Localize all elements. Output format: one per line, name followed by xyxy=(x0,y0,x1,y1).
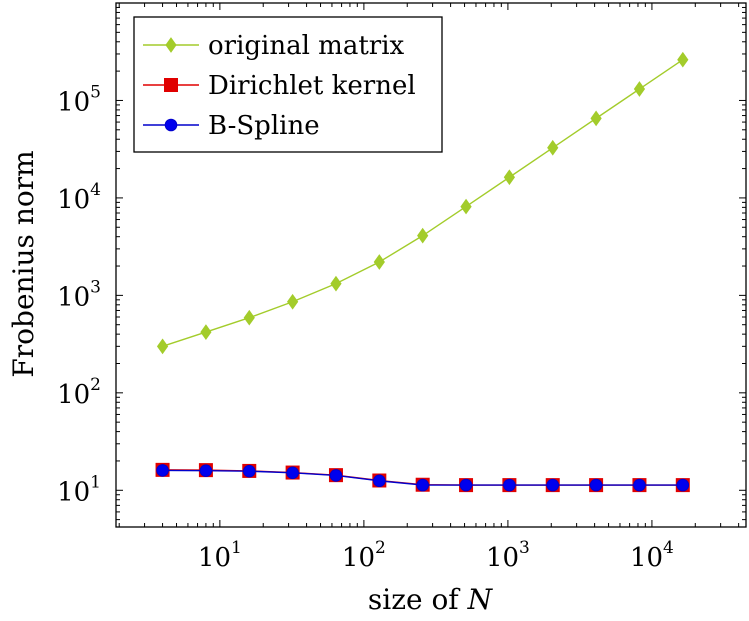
data-point xyxy=(589,478,603,492)
data-point xyxy=(156,338,169,355)
data-point xyxy=(677,51,689,68)
y-tick-label: 105 xyxy=(57,82,101,117)
y-tick-label: 101 xyxy=(57,472,101,507)
x-tick-label: 104 xyxy=(630,538,674,573)
legend-marker xyxy=(164,78,178,92)
x-tick-label: 103 xyxy=(486,538,530,573)
data-point xyxy=(242,464,256,478)
data-point xyxy=(459,478,473,492)
data-point xyxy=(676,478,690,492)
x-axis-label: size of N xyxy=(368,583,494,616)
tick-labels: 101 102 103 104 101 102 103 104 105 xyxy=(57,82,674,573)
x-tick-label: 101 xyxy=(198,538,242,573)
data-point xyxy=(503,478,516,492)
legend-item: B-Spline xyxy=(143,111,320,141)
legend-marker xyxy=(165,37,177,53)
data-point xyxy=(243,309,255,326)
data-point xyxy=(547,139,559,156)
y-tick-label: 103 xyxy=(57,277,101,312)
series-0 xyxy=(156,51,689,355)
data-point xyxy=(329,469,343,482)
data-point xyxy=(546,478,560,492)
data-point xyxy=(503,169,516,186)
y-axis-label: Frobenius norm xyxy=(7,150,40,377)
data-point xyxy=(417,227,429,244)
data-point xyxy=(633,81,646,97)
data-point xyxy=(199,464,213,477)
data-point xyxy=(286,466,299,480)
legend-marker xyxy=(164,118,178,132)
legend: original matrix Dirichlet kernel B-Spline xyxy=(133,16,443,153)
data-point xyxy=(590,110,602,127)
legend-item: original matrix xyxy=(143,31,405,61)
data-point xyxy=(416,478,429,492)
data-point xyxy=(373,474,386,488)
legend-label: Dirichlet kernel xyxy=(208,71,416,101)
data-point xyxy=(330,275,342,292)
plot-frame xyxy=(115,2,747,528)
data-point xyxy=(287,293,299,310)
data-point xyxy=(460,198,472,215)
legend-label: original matrix xyxy=(208,31,405,61)
data-point xyxy=(200,324,212,340)
series-2 xyxy=(156,464,690,492)
data-point xyxy=(633,478,646,492)
data-point xyxy=(156,464,169,477)
y-tick-label: 104 xyxy=(57,180,101,215)
data-point xyxy=(373,254,385,270)
plot-area xyxy=(155,51,690,493)
axis-ticks xyxy=(116,3,746,527)
legend-item: Dirichlet kernel xyxy=(143,71,416,101)
legend-label: B-Spline xyxy=(208,111,320,141)
y-tick-label: 102 xyxy=(57,375,101,410)
x-tick-label: 102 xyxy=(342,538,386,573)
